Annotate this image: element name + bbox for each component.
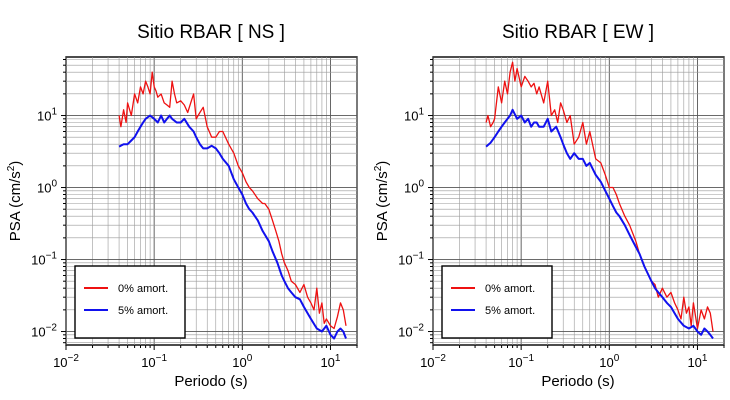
tick-exponent: −1 (156, 353, 168, 364)
series-line-0pct (118, 71, 347, 330)
y-tick-label: 101 (404, 107, 424, 124)
x-tick-label: 10−1 (508, 353, 534, 370)
y-tick-label: 10−1 (31, 251, 57, 268)
tick-base: 10 (31, 253, 45, 268)
series-line-0pct (485, 61, 714, 332)
x-tick-label: 100 (232, 353, 252, 370)
tick-exponent: −1 (413, 251, 425, 262)
tick-exponent: −1 (46, 251, 58, 262)
tick-exponent: 1 (51, 107, 57, 118)
x-tick-labels: 10−2 10−1 100 101 (53, 353, 341, 370)
tick-base: 10 (404, 109, 418, 124)
grid (61, 57, 358, 350)
tick-base: 10 (398, 325, 412, 340)
series-layer (118, 71, 347, 340)
x-tick-label: 10−2 (53, 353, 79, 370)
y-axis-label-superscript: 2 (373, 165, 384, 171)
tick-exponent: 1 (335, 353, 341, 364)
series-line-5pct (485, 108, 714, 340)
legend: 0% amort. 5% amort. (441, 265, 553, 339)
tick-exponent: 0 (51, 179, 57, 190)
legend-label-5pct: 5% amort. (118, 305, 168, 317)
y-axis-label-close: ) (7, 161, 24, 166)
tick-base: 10 (141, 355, 155, 370)
tick-exponent: 0 (247, 353, 253, 364)
chart-panel-ns: Sitio RBAR [ NS ] 10−2 10−1 100 101 10−210−… (6, 22, 358, 390)
y-axis-label-superscript: 2 (6, 165, 17, 171)
tick-exponent: −2 (413, 323, 425, 334)
tick-exponent: −1 (523, 353, 535, 364)
y-axis-label: PSA (cm/s2) (6, 161, 24, 242)
y-tick-label: 101 (37, 107, 57, 124)
tick-base: 10 (37, 109, 51, 124)
x-axis-label: Periodo (s) (541, 373, 614, 390)
x-tick-label: 10−1 (141, 353, 167, 370)
tick-base: 10 (53, 355, 67, 370)
x-tick-label: 101 (320, 353, 340, 370)
tick-exponent: 1 (702, 353, 708, 364)
legend-box (441, 265, 553, 339)
chart-panel-ew: Sitio RBAR [ EW ] 10−2 10−1 100 101 10−210−… (373, 22, 725, 390)
tick-base: 10 (508, 355, 522, 370)
tick-exponent: −2 (46, 323, 58, 334)
x-tick-label: 101 (687, 353, 707, 370)
tick-exponent: −2 (68, 353, 80, 364)
legend-label-0pct: 0% amort. (485, 283, 535, 295)
y-axis-label-close: ) (374, 161, 391, 166)
series-layer (485, 61, 714, 340)
tick-exponent: 0 (418, 179, 424, 190)
y-tick-label: 100 (404, 179, 424, 196)
tick-exponent: 0 (614, 353, 620, 364)
tick-base: 10 (687, 355, 701, 370)
x-tick-label: 10−2 (420, 353, 446, 370)
tick-base: 10 (398, 253, 412, 268)
tick-base: 10 (37, 181, 51, 196)
x-tick-labels: 10−2 10−1 100 101 (420, 353, 708, 370)
tick-exponent: −2 (435, 353, 447, 364)
tick-base: 10 (599, 355, 613, 370)
y-axis-label: PSA (cm/s2) (373, 161, 391, 242)
x-axis-label: Periodo (s) (174, 373, 247, 390)
series-line-5pct (118, 114, 347, 340)
legend-label-0pct: 0% amort. (118, 283, 168, 295)
x-tick-label: 100 (599, 353, 619, 370)
legend-label-5pct: 5% amort. (485, 305, 535, 317)
y-tick-label: 10−2 (398, 323, 424, 340)
tick-base: 10 (404, 181, 418, 196)
legend-box (74, 265, 186, 339)
grid (428, 57, 725, 350)
y-tick-label: 10−2 (31, 323, 57, 340)
tick-base: 10 (320, 355, 334, 370)
tick-base: 10 (232, 355, 246, 370)
y-axis-label-base: PSA (cm/s (7, 171, 24, 241)
legend: 0% amort. 5% amort. (74, 265, 186, 339)
tick-exponent: 1 (418, 107, 424, 118)
y-tick-label: 100 (37, 179, 57, 196)
tick-base: 10 (31, 325, 45, 340)
tick-base: 10 (420, 355, 434, 370)
y-tick-label: 10−1 (398, 251, 424, 268)
chart-title: Sitio RBAR [ EW ] (502, 22, 654, 43)
chart-title: Sitio RBAR [ NS ] (137, 22, 285, 43)
y-axis-label-base: PSA (cm/s (374, 171, 391, 241)
